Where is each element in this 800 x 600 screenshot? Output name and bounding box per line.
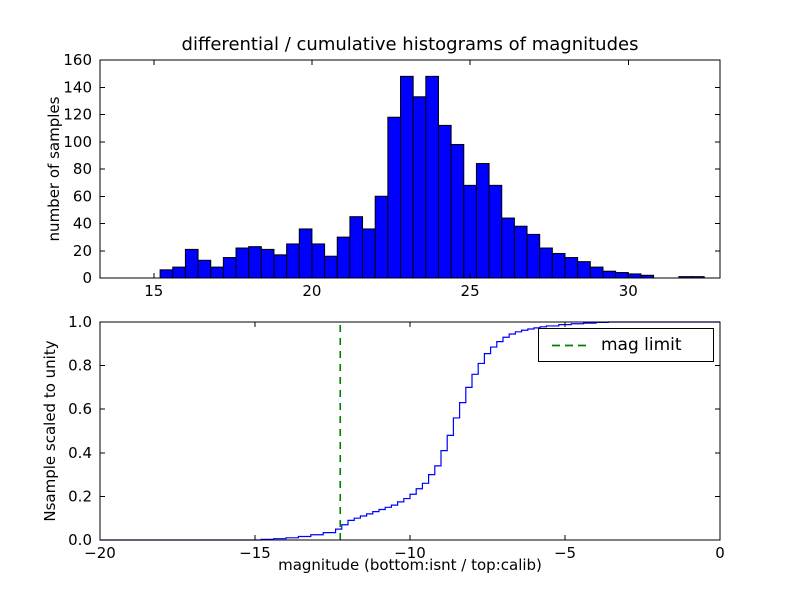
histogram-bar [577,261,591,279]
y-tick-label: 0 [82,269,92,287]
y-tick-label: 80 [73,160,92,178]
histogram-bar [197,259,212,279]
histogram-bar [159,269,174,279]
histogram-bar [463,184,477,279]
histogram-bar [336,236,351,279]
histogram-bar [488,184,503,279]
histogram-bar [475,163,490,279]
x-tick-label: −20 [84,544,116,562]
axes-frame [99,321,721,541]
histogram-bar [387,116,402,279]
y-tick-label: 40 [73,215,92,233]
histogram-bar [172,266,186,279]
histogram-bar [602,270,617,279]
axes-frame [99,59,721,279]
y-tick-label: 0.2 [68,487,92,505]
histogram-bar [349,216,364,279]
histogram-bar [615,272,629,279]
histogram-bar [450,143,465,279]
cumulative-step-line [100,321,720,541]
histogram-bar [589,266,604,279]
histogram-bar [539,247,553,279]
y-tick-label: 60 [73,187,92,205]
histogram-bar [362,228,376,279]
histogram-bar [210,266,224,279]
histogram-bar [286,243,300,279]
x-tick-label: 20 [302,282,321,300]
x-tick-label: 25 [461,282,480,300]
x-tick-label: −15 [239,544,271,562]
histogram-bar [222,257,237,279]
histogram-bar [627,273,642,279]
histogram-bar [184,248,199,279]
y-tick-label: 140 [63,78,92,96]
y-tick-label: 160 [63,51,92,69]
histogram-bar [437,124,452,279]
histogram-bar [374,195,389,279]
y-tick-label: 120 [63,106,92,124]
histogram-bar [248,246,262,279]
y-tick-label: 100 [63,133,92,151]
histogram-bar [564,257,579,279]
x-tick-label: 30 [619,282,638,300]
mag-limit-legend-line-icon [552,344,590,346]
y-tick-label: 0.4 [68,444,92,462]
histogram-bar [400,75,414,279]
histogram-bar [501,217,515,279]
top-axes: 15 20 25 30 0 20 40 60 80 100 120 140 160 [63,51,721,300]
histogram-bar [260,248,275,279]
histogram-bar [412,96,427,279]
histogram-bar [526,233,541,279]
chart-title: differential / cumulative histograms of … [181,34,639,55]
bottom-axes: −20 −15 −10 −5 0 0.0 0.2 0.4 0.6 0.8 1.0 [68,313,725,562]
histogram-bar [298,228,313,279]
x-tick-label: −5 [554,544,576,562]
x-tick-label: 15 [144,282,163,300]
histogram-bar [513,225,528,279]
y-tick-label: 1.0 [68,313,92,331]
legend-label: mag limit [601,335,682,355]
x-tick-label: −10 [394,544,426,562]
top-y-axis-label: number of samples [45,96,63,242]
legend: mag limit [538,328,714,362]
histogram-bar [235,247,250,279]
histogram-bars [159,75,705,279]
y-tick-label: 0.0 [68,531,92,549]
histogram-bar [324,255,338,279]
y-tick-label: 0.8 [68,357,92,375]
histogram-bar [273,254,288,279]
histogram-bar [551,252,566,279]
bottom-y-axis-label: Nsample scaled to unity [41,340,59,522]
histogram-bar [425,75,439,279]
y-tick-label: 20 [73,242,92,260]
histogram-bar [311,243,326,279]
y-tick-label: 0.6 [68,400,92,418]
x-tick-label: 0 [715,544,725,562]
x-axis-label: magnitude (bottom:isnt / top:calib) [278,556,542,574]
